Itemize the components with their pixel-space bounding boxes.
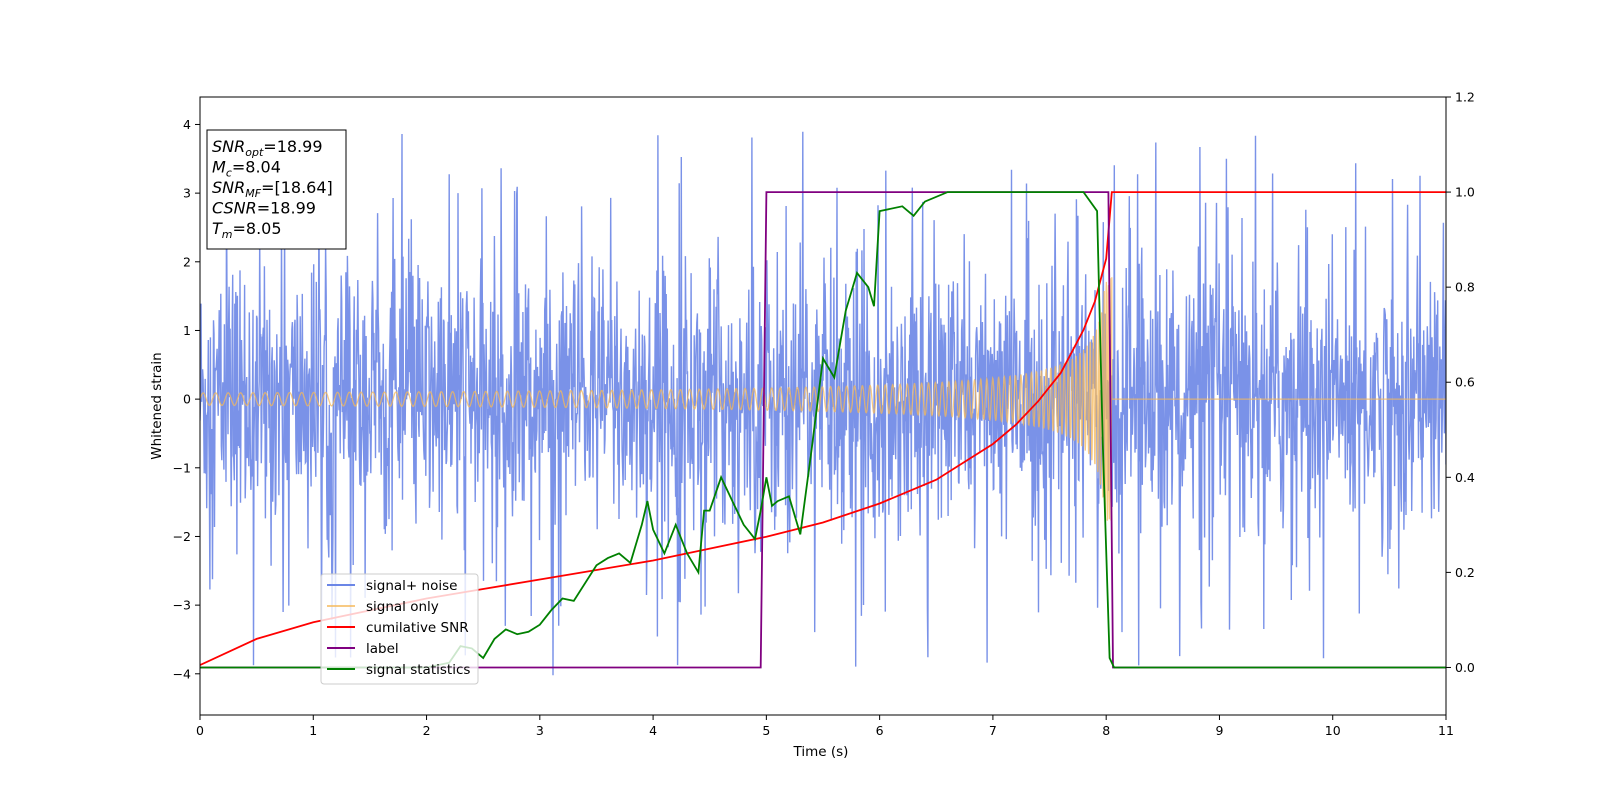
y-left-tick-label: −2 xyxy=(173,529,191,544)
y-right-tick-label: 0.6 xyxy=(1455,375,1475,390)
legend-item: signal+ noise xyxy=(327,578,457,594)
x-tick-label: 0 xyxy=(196,723,204,738)
info-box-line: CSNR=18.99 xyxy=(212,199,316,218)
info-box-line: SNRopt=18.99 xyxy=(212,137,323,159)
y-right-tick-label: 1.2 xyxy=(1455,90,1475,105)
legend-label: signal+ noise xyxy=(366,578,457,594)
x-tick-label: 2 xyxy=(423,723,431,738)
x-tick-label: 1 xyxy=(309,723,317,738)
legend-frame xyxy=(320,573,479,685)
x-tick-label: 7 xyxy=(989,723,997,738)
legend: signal+ noise signal only cumilative SNR la… xyxy=(320,573,479,685)
y-left-tick-label: 3 xyxy=(183,186,191,201)
x-tick-label: 8 xyxy=(1102,723,1110,738)
y-left-tick-label: −1 xyxy=(173,460,191,475)
y-right-tick-label: 0.4 xyxy=(1455,470,1475,485)
legend-item: label xyxy=(327,641,399,657)
legend-item: signal statistics xyxy=(327,662,470,678)
info-box-line: SNRMF=[18.64] xyxy=(212,178,333,200)
x-tick-label: 10 xyxy=(1325,723,1341,738)
info-box-line: Tm=8.05 xyxy=(212,219,282,241)
y-axis-label: Whitened strain xyxy=(149,352,165,459)
y-right-tick-label: 0.8 xyxy=(1455,280,1475,295)
legend-item: cumilative SNR xyxy=(327,620,469,636)
x-tick-label: 3 xyxy=(536,723,544,738)
x-tick-label: 9 xyxy=(1215,723,1223,738)
series-signal-statistics-line xyxy=(200,191,1446,669)
legend-label: signal statistics xyxy=(366,662,470,678)
x-tick-label: 11 xyxy=(1438,723,1454,738)
legend-label: signal only xyxy=(366,599,439,615)
series-signal-only-line xyxy=(200,277,1446,521)
x-axis: 0 1 2 3 4 5 6 7 8 9 10 11 xyxy=(196,715,1454,738)
y-axis-right: 1.2 1.0 0.8 0.6 0.4 0.2 0.0 xyxy=(1446,90,1475,675)
info-box: SNRopt=18.99Mc=8.04SNRMF=[18.64]CSNR=18.… xyxy=(206,129,347,250)
x-tick-label: 6 xyxy=(876,723,884,738)
y-right-tick-label: 0.2 xyxy=(1455,565,1475,580)
info-box-line: Mc=8.04 xyxy=(212,158,281,180)
y-right-tick-label: 0.0 xyxy=(1455,660,1475,675)
y-left-tick-label: 1 xyxy=(183,323,191,338)
legend-label: label xyxy=(366,641,399,657)
series-signal-noise-line xyxy=(200,131,1446,676)
y-left-tick-label: 0 xyxy=(183,392,191,407)
axes-frame xyxy=(199,96,1447,716)
legend-label: cumilative SNR xyxy=(366,620,469,636)
x-tick-label: 5 xyxy=(762,723,770,738)
y-axis-left: 4 3 2 1 0 −1 −2 −3 −4 xyxy=(173,117,200,681)
y-left-tick-label: −3 xyxy=(173,598,191,613)
x-tick-label: 4 xyxy=(649,723,657,738)
y-left-tick-label: 4 xyxy=(183,117,191,132)
y-left-tick-label: 2 xyxy=(183,254,191,269)
x-axis-label: Time (s) xyxy=(793,744,849,760)
y-right-tick-label: 1.0 xyxy=(1455,185,1475,200)
y-left-tick-label: −4 xyxy=(173,666,191,681)
legend-item: signal only xyxy=(327,599,439,615)
info-box-frame xyxy=(206,129,347,250)
